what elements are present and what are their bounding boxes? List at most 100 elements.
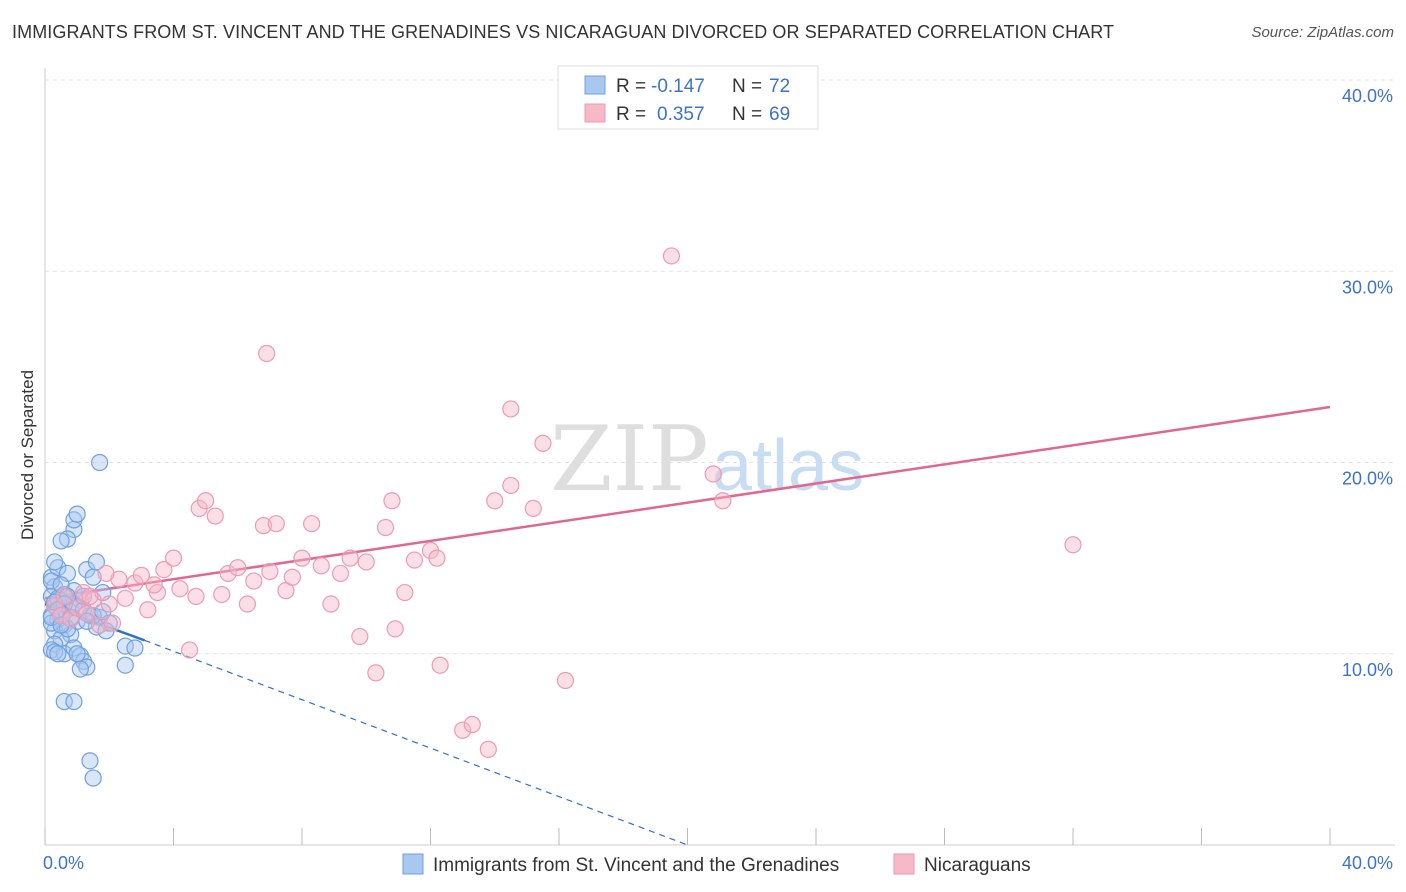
point-nicaraguan [52,606,70,625]
y-tick-label: 10.0% [1342,660,1393,680]
x-tick-label: 40.0% [1342,853,1393,873]
point-svg-immigrant [46,553,64,571]
point-svg-immigrant [42,572,61,590]
point-svg-immigrant [52,616,70,634]
point-nicaraguan [180,641,199,659]
series-label-blue: Immigrants from St. Vincent and the Gren… [433,855,839,876]
point-nicaraguan [187,587,205,605]
point-nicaraguan [405,551,424,569]
point-nicaraguan [293,549,311,567]
point-nicaraguan [91,616,109,634]
legend-n-label-1: N = [732,76,762,97]
point-nicaraguan [206,507,224,525]
point-nicaraguan [431,656,449,674]
point-svg-immigrant [49,645,67,663]
chart-title: IMMIGRANTS FROM ST. VINCENT AND THE GREN… [12,22,1115,42]
point-nicaraguan [103,614,122,632]
legend-swatch-pink [584,103,606,123]
point-nicaraguan [357,553,375,571]
axes [44,68,1395,846]
point-nicaraguan [68,599,86,617]
point-svg-immigrant [68,505,86,523]
point-nicaraguan [396,583,414,602]
point-nicaraguan [258,344,276,363]
point-nicaraguan [116,589,134,607]
point-nicaraguan [534,434,552,452]
x-tick-label: 0.0% [43,853,84,873]
point-svg-immigrant [65,692,83,711]
point-nicaraguan [267,515,285,533]
point-nicaraguan [155,560,173,579]
point-nicaraguan [714,492,732,510]
point-svg-immigrant [91,453,109,472]
point-nicaraguan [502,476,520,495]
point-nicaraguan [704,465,722,483]
point-nicaraguan [55,587,73,605]
point-svg-immigrant [87,553,106,571]
y-tick-label: 30.0% [1342,277,1393,297]
point-nicaraguan [283,568,301,586]
point-nicaraguan [383,492,401,510]
legend-r-value-1: -0.147 [651,76,705,97]
data-points [42,247,1082,787]
legend-r-value-2: 0.357 [657,104,705,125]
point-svg-immigrant [55,692,73,711]
point-nicaraguan [81,587,99,605]
watermark: ZIP atlas [550,407,864,512]
legend-r-label-1: R = [616,76,646,97]
point-nicaraguan [245,572,263,590]
point-nicaraguan [428,549,446,567]
point-nicaraguan [254,517,273,535]
point-nicaraguan [386,620,404,638]
point-svg-immigrant [52,532,70,550]
point-svg-immigrant [71,660,89,678]
point-nicaraguan [367,664,385,682]
point-nicaraguan [303,515,321,533]
point-nicaraguan [213,585,231,604]
point-nicaraguan [78,604,96,623]
point-svg-immigrant [84,769,102,787]
watermark-atlas: atlas [712,426,864,506]
point-svg-immigrant [58,530,77,548]
series-swatch-pink [893,853,915,875]
point-nicaraguan [556,671,575,690]
legend-n-label-2: N = [732,104,762,125]
point-svg-immigrant [116,656,134,674]
series-label-pink: Nicaraguans [924,855,1031,876]
trend-line-nicaraguans [44,405,1331,600]
legend-swatch-blue [584,75,606,95]
tick-labels: 10.0% 20.0% 30.0% 40.0% 0.0% 40.0% [43,86,1393,873]
legend-n-value-1: 72 [769,76,790,97]
point-nicaraguan [463,715,481,734]
point-nicaraguan [164,549,183,567]
point-nicaraguan [486,492,504,510]
point-nicaraguan [145,576,163,594]
point-nicaraguan [229,559,247,577]
point-nicaraguan [261,562,279,581]
correlation-legend: R = -0.147 N = 72 R = 0.357 N = 69 [557,65,819,130]
legend-r-label-2: R = [616,104,646,125]
point-nicaraguan [524,499,542,517]
point-nicaraguan [197,492,215,510]
point-nicaraguan [454,721,472,739]
y-tick-label: 20.0% [1342,469,1393,489]
point-nicaraguan [132,566,150,584]
y-axis-label: Divorced or Separated [18,370,37,540]
series-swatch-blue [402,853,424,875]
y-tick-label: 40.0% [1342,86,1393,106]
source-credit: Source: ZipAtlas.com [1251,24,1394,41]
point-nicaraguan [502,400,520,418]
point-nicaraguan [331,564,350,583]
point-nicaraguan [238,595,256,613]
point-nicaraguan [139,601,157,619]
point-svg-immigrant [78,658,96,676]
point-svg-immigrant [68,645,86,663]
point-svg-immigrant [81,752,99,770]
point-nicaraguan [351,627,369,646]
point-nicaraguan [341,549,359,567]
point-nicaraguan [219,564,237,583]
point-svg-immigrant [84,606,102,625]
legend-n-value-2: 69 [769,104,790,125]
point-nicaraguan [312,557,330,575]
